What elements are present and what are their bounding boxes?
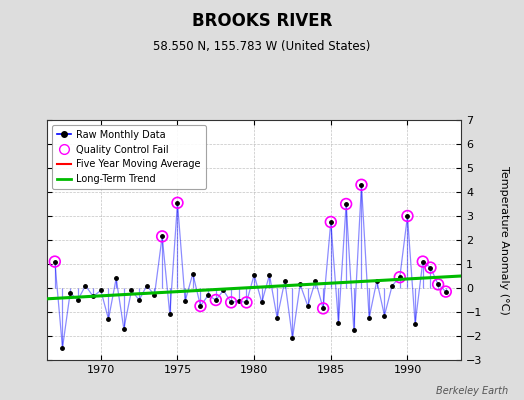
Point [319, 305, 328, 312]
Point [212, 297, 220, 303]
Point [434, 281, 442, 288]
Point [326, 219, 335, 225]
Point [442, 288, 450, 295]
Point [426, 264, 434, 271]
Point [403, 213, 412, 219]
Y-axis label: Temperature Anomaly (°C): Temperature Anomaly (°C) [499, 166, 509, 314]
Text: BROOKS RIVER: BROOKS RIVER [192, 12, 332, 30]
Point [419, 258, 427, 265]
Text: 58.550 N, 155.783 W (United States): 58.550 N, 155.783 W (United States) [154, 40, 370, 53]
Point [242, 299, 250, 306]
Point [227, 299, 235, 306]
Point [158, 233, 166, 240]
Point [196, 303, 205, 309]
Point [357, 182, 366, 188]
Point [173, 200, 182, 206]
Text: Berkeley Earth: Berkeley Earth [436, 386, 508, 396]
Point [396, 274, 404, 280]
Point [51, 258, 59, 265]
Point [342, 201, 351, 207]
Legend: Raw Monthly Data, Quality Control Fail, Five Year Moving Average, Long-Term Tren: Raw Monthly Data, Quality Control Fail, … [52, 125, 206, 189]
